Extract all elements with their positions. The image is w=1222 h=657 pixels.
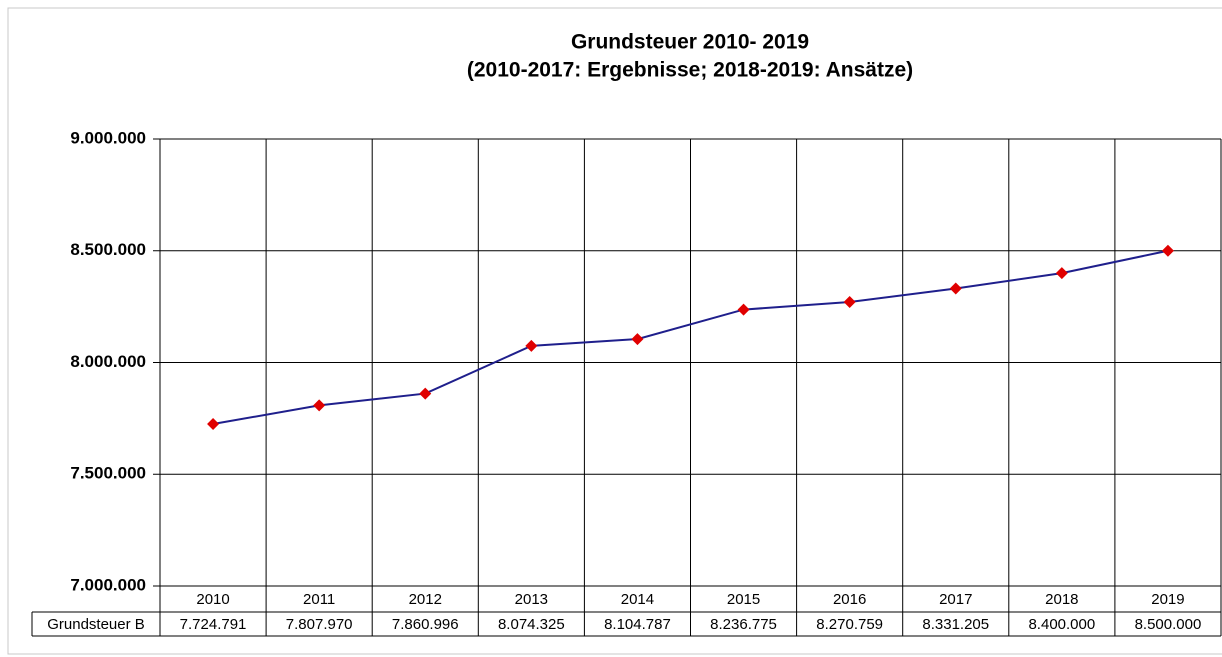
y-tick-label: 8.000.000 bbox=[70, 352, 146, 371]
chart-title: Grundsteuer 2010- 2019 bbox=[571, 31, 809, 54]
y-tick-label: 7.500.000 bbox=[70, 464, 146, 483]
marker bbox=[631, 333, 644, 346]
y-tick-label: 7.000.000 bbox=[70, 575, 146, 594]
data-label: 8.270.759 bbox=[816, 616, 883, 633]
data-label: 8.331.205 bbox=[922, 616, 989, 633]
x-tick-label: 2014 bbox=[621, 591, 654, 608]
x-tick-label: 2018 bbox=[1045, 591, 1078, 608]
marker bbox=[843, 295, 856, 308]
x-tick-label: 2019 bbox=[1151, 591, 1184, 608]
x-tick-label: 2011 bbox=[303, 591, 335, 608]
data-label: 8.074.325 bbox=[498, 616, 565, 633]
marker bbox=[737, 303, 750, 316]
marker bbox=[1055, 267, 1068, 280]
x-tick-label: 2013 bbox=[515, 591, 548, 608]
y-tick-label: 9.000.000 bbox=[70, 128, 146, 147]
data-label: 7.807.970 bbox=[286, 616, 353, 633]
marker bbox=[949, 282, 962, 295]
data-label: 7.860.996 bbox=[392, 616, 459, 633]
x-tick-label: 2012 bbox=[409, 591, 442, 608]
y-tick-label: 8.500.000 bbox=[70, 240, 146, 259]
marker bbox=[525, 339, 538, 352]
chart-frame bbox=[7, 7, 1222, 655]
x-tick-label: 2015 bbox=[727, 591, 760, 608]
x-tick-label: 2010 bbox=[196, 591, 229, 608]
data-label: 8.236.775 bbox=[710, 616, 777, 633]
marker bbox=[1161, 244, 1174, 257]
data-label: 8.500.000 bbox=[1135, 616, 1202, 633]
legend-label: Grundsteuer B bbox=[47, 616, 145, 633]
x-tick-label: 2016 bbox=[833, 591, 866, 608]
data-label: 8.104.787 bbox=[604, 616, 671, 633]
marker bbox=[313, 399, 326, 412]
marker bbox=[419, 387, 432, 400]
x-tick-label: 2017 bbox=[939, 591, 972, 608]
data-label: 8.400.000 bbox=[1028, 616, 1095, 633]
series-line bbox=[212, 249, 1169, 425]
data-label: 7.724.791 bbox=[180, 616, 247, 633]
chart-subtitle: (2010-2017: Ergebnisse; 2018-2019: Ansät… bbox=[467, 59, 913, 82]
marker bbox=[207, 418, 220, 431]
